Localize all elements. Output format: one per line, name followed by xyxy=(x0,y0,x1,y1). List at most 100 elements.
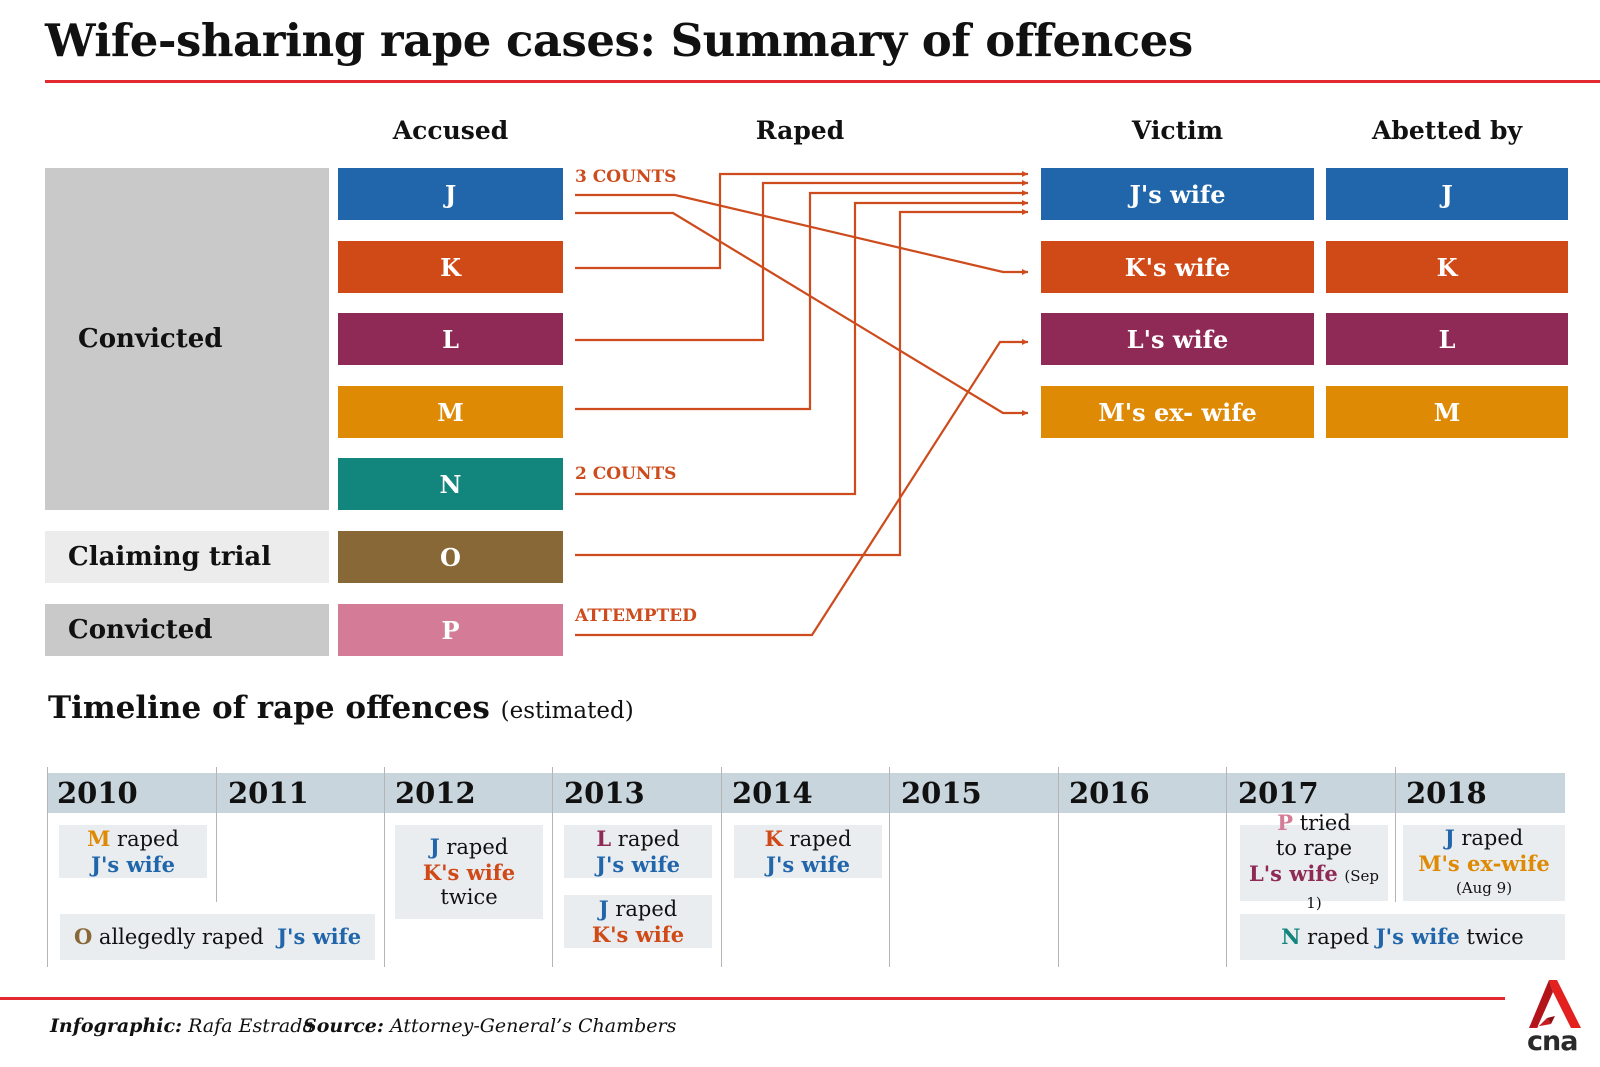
event-actor: O xyxy=(73,924,93,949)
abetted-bar-l: L xyxy=(1326,313,1568,365)
event-verb: raped xyxy=(1461,826,1524,850)
infographic-credit: Infographic: Rafa Estrada xyxy=(50,1015,314,1037)
year-2012: 2012 xyxy=(395,776,476,810)
link-j-to-m-wife xyxy=(575,211,1028,416)
annotation-j-counts: 3 COUNTS xyxy=(575,167,677,187)
header-abetted-by: Abetted by xyxy=(1372,116,1522,145)
event-actor: M xyxy=(87,826,111,851)
event-2017-p: P tried to rape L's wife (Sep 1) xyxy=(1240,810,1388,912)
timeline-divider xyxy=(1395,767,1396,902)
accused-bar-k: K xyxy=(338,241,563,293)
victim-bar-m-ex-wife: M's ex- wife xyxy=(1041,386,1314,438)
timeline-divider xyxy=(384,767,385,967)
infographic-name: Rafa Estrada xyxy=(188,1015,314,1037)
status-label: Claiming trial xyxy=(68,542,272,572)
timeline-subtitle: (estimated) xyxy=(500,698,634,724)
event-2014-k: K raped J's wife xyxy=(734,825,882,878)
victim-bar-k-wife: K's wife xyxy=(1041,241,1314,293)
cna-logo-icon xyxy=(1529,980,1581,1028)
timeline-divider xyxy=(216,767,217,902)
accused-label: J xyxy=(444,179,457,209)
year-2018: 2018 xyxy=(1406,776,1487,810)
event-victim: K's wife xyxy=(422,860,516,885)
year-2015: 2015 xyxy=(901,776,982,810)
event-victim: M's ex-wife xyxy=(1418,851,1550,876)
abetted-bar-m: M xyxy=(1326,386,1568,438)
event-victim: J's wife xyxy=(277,924,362,949)
year-2017: 2017 xyxy=(1238,776,1319,810)
event-actor: L xyxy=(596,826,612,851)
event-2010-2011-o: O allegedly raped J's wife xyxy=(60,914,375,960)
event-2018-j: J raped M's ex-wife (Aug 9) xyxy=(1403,825,1565,901)
event-actor: J xyxy=(1444,825,1455,850)
accused-label: P xyxy=(441,615,460,645)
abetted-bar-j: J xyxy=(1326,168,1568,220)
event-verb: raped xyxy=(446,835,509,859)
abetted-label: M xyxy=(1433,397,1461,427)
victim-bar-l-wife: L's wife xyxy=(1041,313,1314,365)
victim-label: J's wife xyxy=(1129,179,1226,209)
status-convicted-group: Convicted xyxy=(45,168,329,510)
status-label: Convicted xyxy=(78,324,223,354)
accused-bar-n: N xyxy=(338,458,563,510)
link-m-to-j-wife xyxy=(575,190,1028,411)
cna-logo: cna xyxy=(1525,978,1585,1058)
event-verb: raped xyxy=(1307,925,1370,949)
header-victim: Victim xyxy=(1131,116,1224,145)
event-2012-j: J raped K's wife twice xyxy=(395,825,543,919)
event-date: (Aug 9) xyxy=(1455,879,1513,897)
page-title: Wife-sharing rape cases: Summary of offe… xyxy=(45,14,1193,67)
annotation-p-attempted: ATTEMPTED xyxy=(575,606,697,626)
title-rule xyxy=(45,80,1600,83)
year-2016: 2016 xyxy=(1069,776,1150,810)
link-j-to-k-wife xyxy=(575,193,1028,275)
timeline-divider xyxy=(889,767,890,967)
source-credit: Source: Attorney-General’s Chambers xyxy=(303,1015,676,1037)
status-label: Convicted xyxy=(68,615,213,645)
timeline-title: Timeline of rape offences (estimated) xyxy=(48,690,634,726)
accused-label: O xyxy=(440,542,461,572)
timeline-divider xyxy=(47,767,48,967)
victim-label: M's ex- wife xyxy=(1098,397,1257,427)
abetted-bar-k: K xyxy=(1326,241,1568,293)
event-actor: K xyxy=(764,826,783,851)
event-verb: raped xyxy=(789,827,852,851)
accused-bar-j: J xyxy=(338,168,563,220)
event-verb: raped xyxy=(117,827,179,851)
accused-bar-p: P xyxy=(338,604,563,656)
abetted-label: L xyxy=(1438,324,1456,354)
event-victim: J's wife xyxy=(766,852,850,877)
accused-label: N xyxy=(439,469,462,499)
victim-bar-j-wife: J's wife xyxy=(1041,168,1314,220)
cna-logo-text: cna xyxy=(1527,1026,1578,1057)
event-actor: J xyxy=(429,834,440,859)
infographic-label: Infographic: xyxy=(50,1015,183,1037)
event-verb-2: to rape xyxy=(1275,836,1353,860)
link-l-to-j-wife xyxy=(575,180,1028,342)
event-2013-j: J raped K's wife xyxy=(564,895,712,948)
links-diagram xyxy=(575,171,1028,637)
accused-bar-l: L xyxy=(338,313,563,365)
year-2011: 2011 xyxy=(228,776,309,810)
accused-label: K xyxy=(440,252,461,282)
source-label: Source: xyxy=(303,1015,384,1037)
link-o-to-j-wife xyxy=(575,209,1028,557)
year-2014: 2014 xyxy=(732,776,813,810)
accused-bar-o: O xyxy=(338,531,563,583)
victim-label: K's wife xyxy=(1124,252,1231,282)
event-extra: twice xyxy=(1466,925,1524,949)
header-raped: Raped xyxy=(755,116,845,145)
timeline-divider xyxy=(1058,767,1059,967)
event-actor: N xyxy=(1281,924,1301,949)
victim-label: L's wife xyxy=(1126,324,1229,354)
event-victim: J's wife xyxy=(596,852,680,877)
timeline-divider xyxy=(1226,767,1227,967)
abetted-label: K xyxy=(1436,252,1458,282)
footer-rule xyxy=(0,997,1505,1000)
event-2010-m: M raped J's wife xyxy=(59,825,207,878)
event-verb: raped xyxy=(615,897,678,921)
event-verb: tried xyxy=(1299,811,1351,835)
link-n-to-j-wife xyxy=(575,200,1028,496)
year-2010: 2010 xyxy=(57,776,138,810)
year-2013: 2013 xyxy=(564,776,645,810)
